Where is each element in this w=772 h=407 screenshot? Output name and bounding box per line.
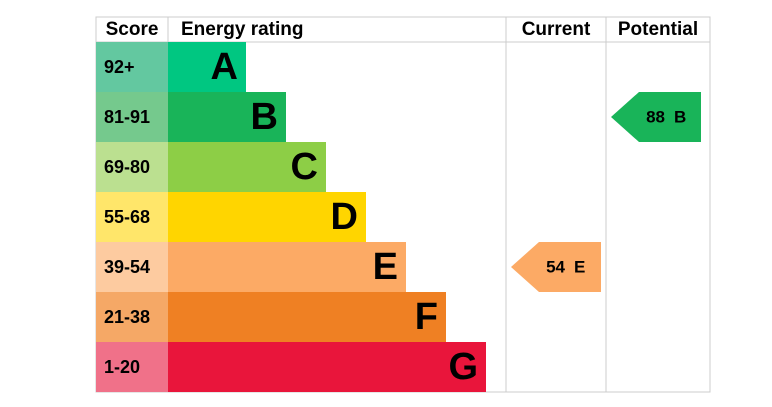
potential-value: 88 xyxy=(646,107,665,126)
score-cell xyxy=(96,42,168,92)
score-label: 21-38 xyxy=(104,307,150,327)
header-current: Current xyxy=(522,19,591,40)
rating-bar xyxy=(168,242,406,292)
score-cell xyxy=(96,342,168,392)
score-label: 81-91 xyxy=(104,107,150,127)
rating-bar xyxy=(168,342,486,392)
rating-letter: A xyxy=(211,46,238,88)
score-cell xyxy=(96,142,168,192)
score-cell xyxy=(96,192,168,242)
score-label: 55-68 xyxy=(104,207,150,227)
score-label: 1-20 xyxy=(104,357,140,377)
rating-letter: B xyxy=(251,96,278,138)
rating-bar xyxy=(168,92,286,142)
header-score: Score xyxy=(106,19,159,40)
rating-letter: G xyxy=(448,346,478,388)
potential-letter: B xyxy=(674,107,686,126)
header-potential: Potential xyxy=(618,19,698,40)
rating-letter: C xyxy=(291,146,318,188)
score-label: 69-80 xyxy=(104,157,150,177)
potential-arrow xyxy=(611,92,701,142)
rating-letter: E xyxy=(373,246,398,288)
rating-bar xyxy=(168,142,326,192)
score-cell xyxy=(96,242,168,292)
current-value: 54 xyxy=(546,257,565,276)
score-cell xyxy=(96,292,168,342)
rating-bar xyxy=(168,292,446,342)
score-label: 92+ xyxy=(104,57,135,77)
rating-bar xyxy=(168,192,366,242)
rating-letter: D xyxy=(331,196,358,238)
score-cell xyxy=(96,92,168,142)
current-arrow xyxy=(511,242,601,292)
header-rating: Energy rating xyxy=(181,19,303,40)
rating-bar xyxy=(168,42,246,92)
rating-letter: F xyxy=(415,296,438,338)
score-label: 39-54 xyxy=(104,257,150,277)
current-letter: E xyxy=(574,257,585,276)
